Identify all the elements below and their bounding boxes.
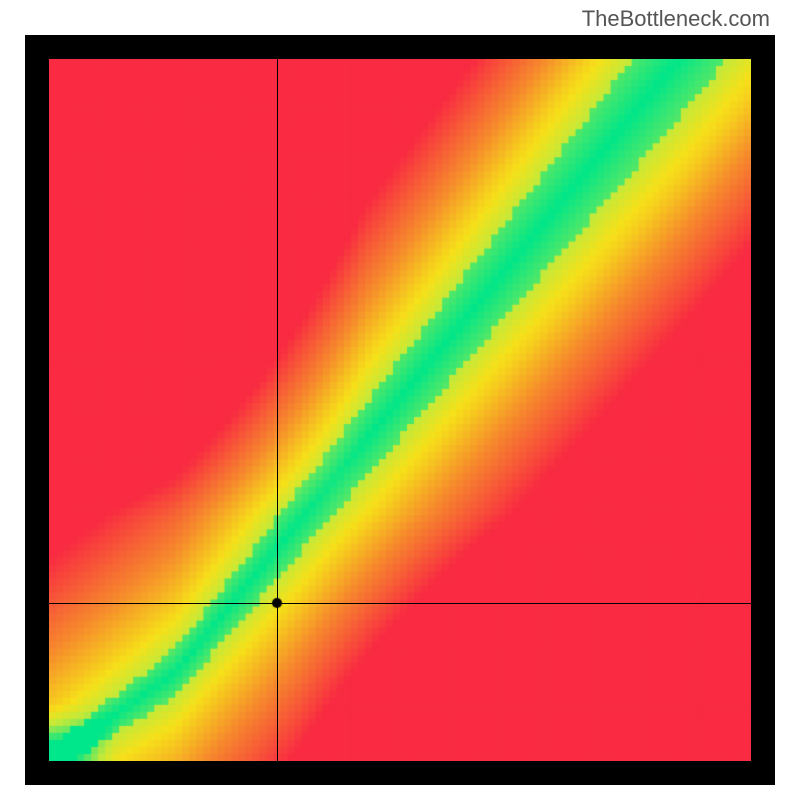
chart-container: TheBottleneck.com: [0, 0, 800, 800]
frame-left: [25, 35, 49, 785]
frame-right: [751, 35, 775, 785]
frame-bottom: [25, 761, 775, 785]
watermark-text: TheBottleneck.com: [582, 6, 770, 32]
frame-top: [25, 35, 775, 59]
crosshair-horizontal: [49, 603, 751, 604]
crosshair-vertical: [277, 59, 278, 761]
bottleneck-heatmap: [49, 59, 751, 761]
crosshair-marker: [271, 597, 283, 609]
